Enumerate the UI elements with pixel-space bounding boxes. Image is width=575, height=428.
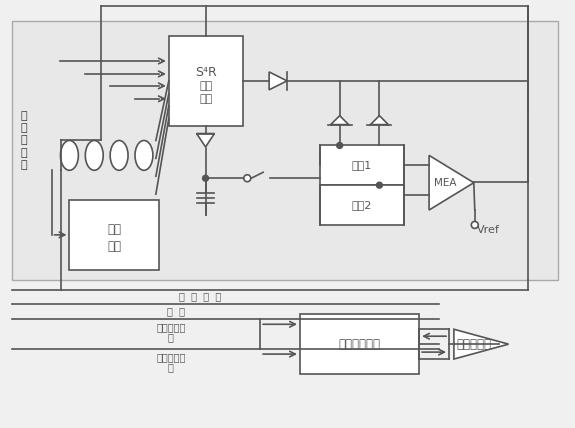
Polygon shape — [370, 116, 388, 125]
Text: 充电: 充电 — [200, 94, 213, 104]
Text: 能源管理单元: 能源管理单元 — [339, 338, 381, 351]
Text: 太
阳
电
池
阵: 太 阳 电 池 阵 — [20, 111, 27, 170]
FancyBboxPatch shape — [70, 200, 159, 270]
FancyBboxPatch shape — [12, 21, 558, 279]
FancyBboxPatch shape — [300, 314, 419, 374]
Ellipse shape — [110, 140, 128, 170]
Text: 控制: 控制 — [107, 240, 121, 253]
Circle shape — [202, 175, 209, 181]
Polygon shape — [269, 72, 287, 90]
Text: S⁴R: S⁴R — [195, 66, 217, 80]
Polygon shape — [331, 116, 348, 125]
Text: 测: 测 — [168, 332, 174, 342]
Polygon shape — [197, 134, 214, 147]
Ellipse shape — [60, 140, 78, 170]
Text: 放电2: 放电2 — [352, 200, 372, 210]
Text: 均  衡  控  制: 均 衡 控 制 — [179, 291, 222, 301]
Circle shape — [472, 221, 478, 229]
Text: 均衡: 均衡 — [107, 223, 121, 236]
FancyBboxPatch shape — [320, 185, 404, 225]
Text: 充电参数检: 充电参数检 — [156, 322, 186, 332]
Polygon shape — [454, 329, 508, 359]
Circle shape — [377, 182, 382, 188]
Text: Vref: Vref — [477, 225, 500, 235]
Circle shape — [337, 143, 343, 149]
Text: 遥测参数采: 遥测参数采 — [156, 352, 186, 362]
Text: 指  令: 指 令 — [167, 306, 185, 316]
Ellipse shape — [135, 140, 153, 170]
Polygon shape — [429, 155, 474, 210]
Text: 星务计算机: 星务计算机 — [457, 338, 491, 351]
Text: 放电1: 放电1 — [352, 160, 372, 170]
Ellipse shape — [85, 140, 103, 170]
Text: 分流: 分流 — [200, 81, 213, 91]
Circle shape — [244, 175, 251, 182]
Text: 集: 集 — [168, 362, 174, 372]
Text: MEA: MEA — [434, 178, 456, 188]
FancyBboxPatch shape — [320, 146, 404, 185]
FancyBboxPatch shape — [169, 36, 243, 125]
